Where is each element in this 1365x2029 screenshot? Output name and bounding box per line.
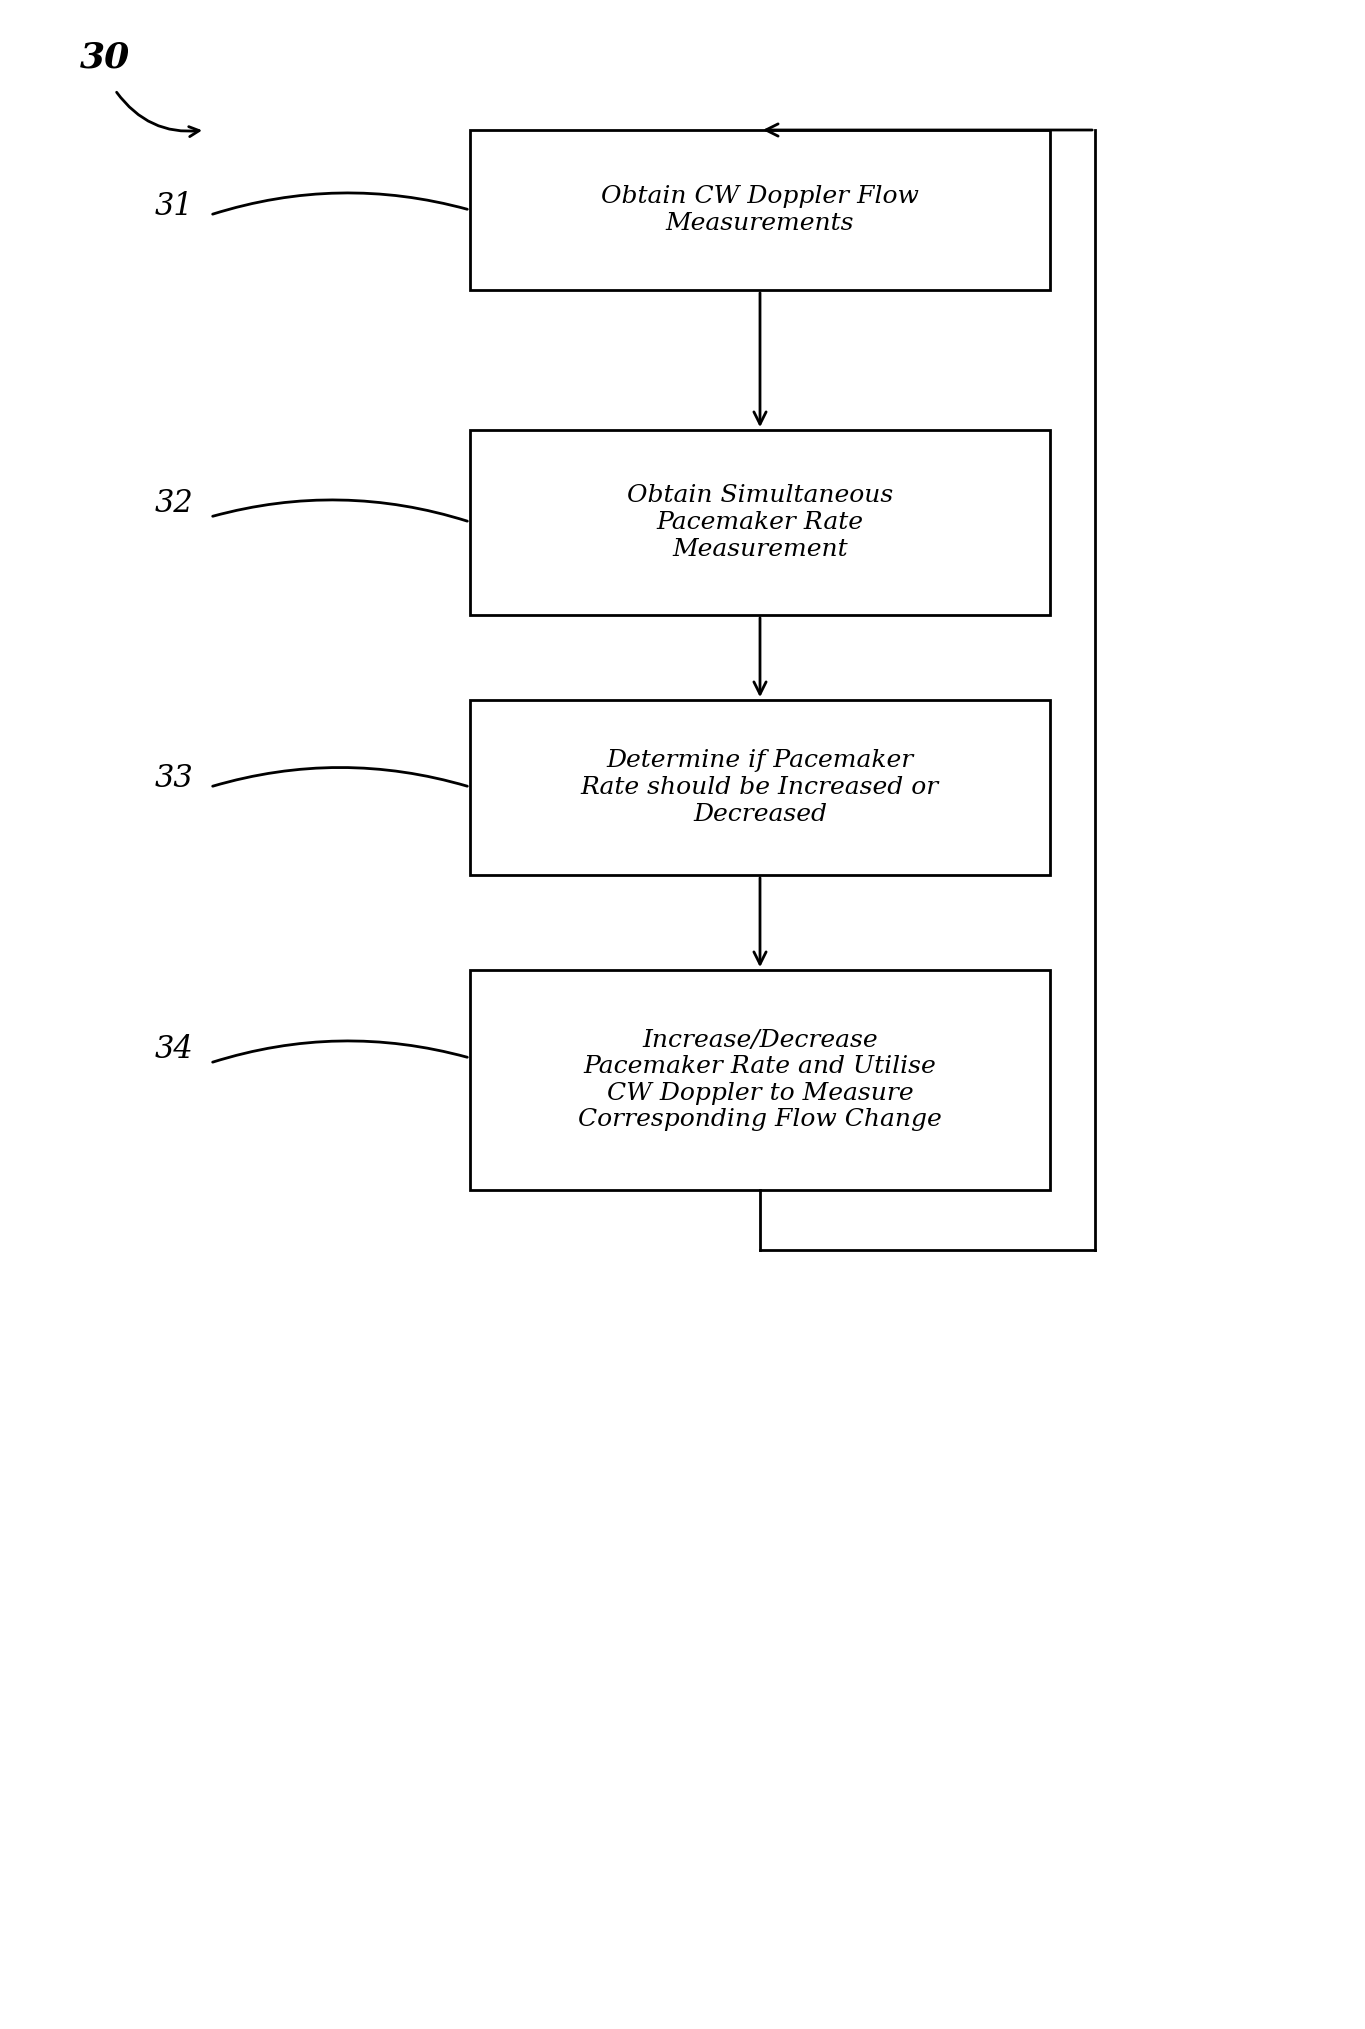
Text: Increase/Decrease
Pacemaker Rate and Utilise
CW Doppler to Measure
Corresponding: Increase/Decrease Pacemaker Rate and Uti… [579, 1029, 942, 1132]
FancyBboxPatch shape [470, 430, 1050, 615]
FancyBboxPatch shape [470, 700, 1050, 874]
Text: 30: 30 [81, 41, 130, 75]
Text: 34: 34 [156, 1035, 194, 1065]
FancyBboxPatch shape [470, 970, 1050, 1189]
Text: Obtain Simultaneous
Pacemaker Rate
Measurement: Obtain Simultaneous Pacemaker Rate Measu… [627, 485, 893, 560]
Text: 32: 32 [156, 489, 194, 519]
Text: Obtain CW Doppler Flow
Measurements: Obtain CW Doppler Flow Measurements [601, 185, 919, 235]
Text: 31: 31 [156, 191, 194, 221]
Text: 33: 33 [156, 763, 194, 793]
Text: Determine if Pacemaker
Rate should be Increased or
Decreased: Determine if Pacemaker Rate should be In… [581, 749, 939, 826]
FancyBboxPatch shape [470, 130, 1050, 290]
